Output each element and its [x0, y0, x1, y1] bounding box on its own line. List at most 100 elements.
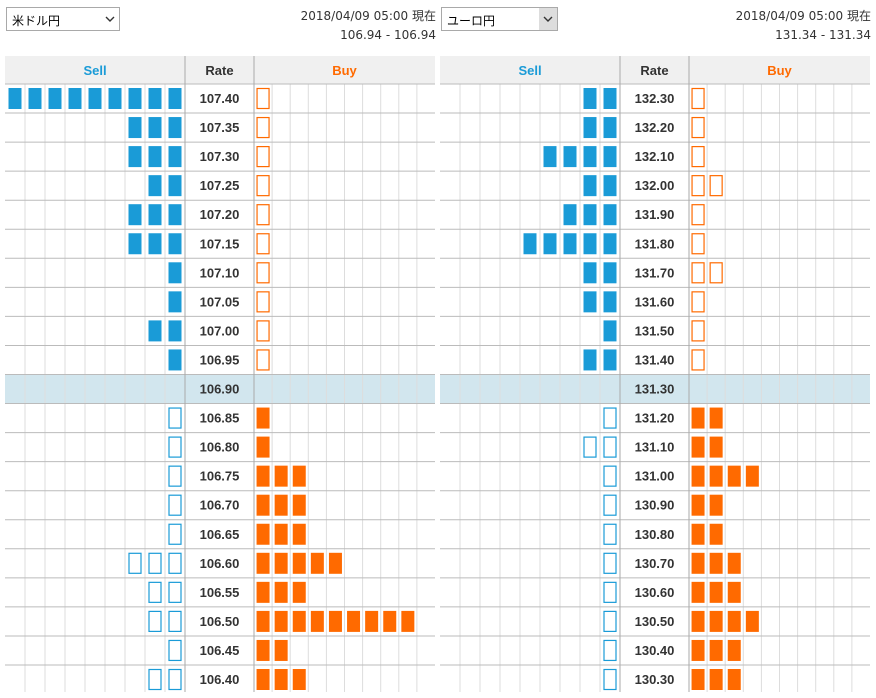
rate-row	[440, 200, 870, 230]
buy-block	[691, 610, 705, 632]
sell-header: Sell	[518, 63, 541, 78]
pair-select-usdjpy[interactable]: 米ドル円	[6, 7, 120, 31]
buy-block	[709, 669, 723, 690]
sell-block	[583, 175, 597, 197]
rate-row	[5, 142, 435, 172]
header-row	[5, 56, 435, 84]
buy-block	[274, 610, 288, 632]
rate-row	[440, 606, 870, 636]
buy-header: Buy	[332, 63, 357, 78]
rate-label: 131.20	[635, 411, 675, 426]
sell-outline-block	[603, 465, 617, 487]
rate-row	[440, 171, 870, 201]
chevron-down-icon	[101, 8, 119, 30]
current-rate-row	[440, 374, 870, 404]
sell-block	[563, 204, 577, 226]
rate-label: 107.10	[200, 265, 240, 280]
sell-block	[68, 88, 82, 109]
sell-block	[168, 349, 182, 371]
buy-block	[709, 465, 723, 487]
sell-outline-block	[168, 465, 182, 487]
rate-label: 132.30	[635, 91, 675, 106]
buy-block	[274, 523, 288, 545]
sell-outline-block	[148, 552, 162, 574]
sell-block	[543, 146, 557, 168]
order-book-chart-usdjpy: Sell Rate Buy 107.40 107.35 107.30 107.25 107.2…	[5, 56, 435, 692]
rate-label: 130.90	[635, 498, 675, 513]
buy-block	[256, 465, 270, 487]
sell-block	[603, 291, 617, 313]
sell-header: Sell	[83, 63, 106, 78]
buy-block	[256, 610, 270, 632]
rate-label: 106.60	[200, 556, 240, 571]
timestamp-block-usdjpy: 2018/04/09 05:00 現在 106.94 - 106.94	[250, 7, 436, 45]
rate-row	[5, 200, 435, 230]
buy-outline-block	[256, 116, 270, 139]
buy-block	[292, 610, 306, 632]
sell-block	[603, 233, 617, 255]
order-book-eurjpy: Sell Rate Buy 132.30 132.20 132.10 132.00 131.9…	[440, 56, 870, 692]
buy-block	[274, 465, 288, 487]
sell-outline-block	[603, 552, 617, 574]
buy-block	[274, 639, 288, 661]
rate-label: 130.30	[635, 672, 675, 687]
sell-block	[603, 349, 617, 371]
rate-label: 132.00	[635, 178, 675, 193]
timestamp-eurjpy: 2018/04/09 05:00 現在	[735, 9, 871, 23]
buy-outline-block	[691, 175, 705, 197]
buy-block	[256, 669, 270, 690]
buy-outline-block	[256, 87, 270, 110]
sell-block	[48, 88, 62, 109]
rate-label: 106.75	[200, 469, 240, 484]
buy-block	[727, 669, 741, 690]
rate-label: 106.90	[200, 382, 240, 397]
buy-block	[256, 523, 270, 545]
pair-select-eurjpy[interactable]: ユーロ円	[441, 7, 558, 31]
rate-label: 131.60	[635, 294, 675, 309]
timestamp-usdjpy: 2018/04/09 05:00 現在	[300, 9, 436, 23]
buy-outline-block	[256, 262, 270, 284]
price-range-eurjpy: 131.34 - 131.34	[775, 28, 871, 42]
rate-row	[5, 258, 435, 288]
rate-row	[440, 490, 870, 520]
rate-label: 106.45	[200, 643, 240, 658]
price-range-usdjpy: 106.94 - 106.94	[340, 28, 436, 42]
rate-label: 131.40	[635, 352, 675, 367]
buy-block	[256, 407, 270, 429]
rate-row	[5, 287, 435, 317]
sell-block	[168, 146, 182, 168]
sell-block	[583, 204, 597, 226]
order-book-chart-eurjpy: Sell Rate Buy 132.30 132.20 132.10 132.00 131.9…	[440, 56, 870, 692]
buy-block	[709, 610, 723, 632]
buy-block	[709, 581, 723, 603]
buy-outline-block	[691, 116, 705, 139]
sell-block	[148, 204, 162, 226]
buy-outline-block	[691, 145, 705, 168]
sell-block	[603, 204, 617, 226]
buy-block	[745, 465, 759, 487]
buy-outline-block	[256, 175, 270, 197]
sell-block	[168, 262, 182, 284]
rate-label: 130.80	[635, 527, 675, 542]
rate-row	[5, 229, 435, 259]
buy-outline-block	[691, 204, 705, 226]
buy-block	[365, 610, 379, 632]
sell-block	[603, 262, 617, 284]
buy-outline-block	[691, 291, 705, 313]
sell-block	[148, 88, 162, 109]
buy-block	[691, 639, 705, 661]
rate-label: 131.10	[635, 440, 675, 455]
buy-block	[292, 465, 306, 487]
sell-outline-block	[168, 407, 182, 429]
buy-block	[727, 552, 741, 574]
sell-outline-block	[168, 494, 182, 516]
sell-block	[148, 233, 162, 255]
sell-block	[523, 233, 537, 255]
rate-label: 107.20	[200, 207, 240, 222]
sell-block	[128, 146, 142, 168]
sell-outline-block	[148, 610, 162, 633]
sell-block	[148, 320, 162, 342]
order-book-usdjpy: Sell Rate Buy 107.40 107.35 107.30 107.25 107.2…	[5, 56, 435, 692]
rate-label: 106.85	[200, 411, 240, 426]
buy-block	[292, 494, 306, 516]
